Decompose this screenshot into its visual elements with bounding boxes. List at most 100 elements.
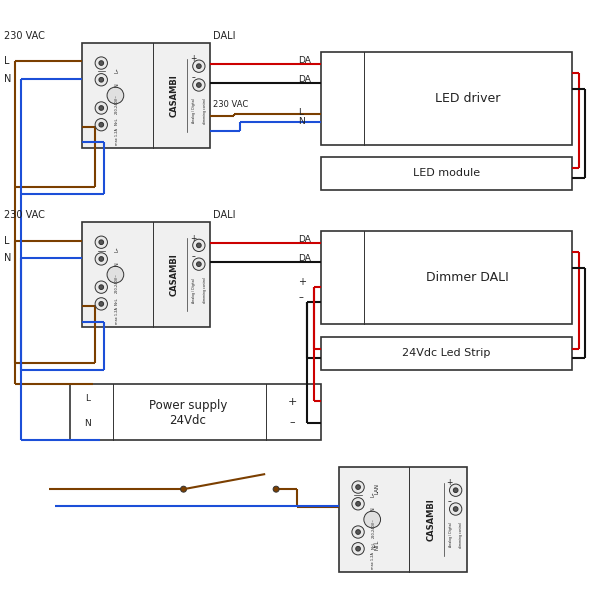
- Text: L⌁: L⌁: [371, 491, 376, 497]
- Text: dimming control: dimming control: [460, 522, 463, 548]
- Text: Analog / Digital: Analog / Digital: [193, 99, 196, 124]
- Circle shape: [193, 239, 205, 251]
- Bar: [339, 467, 467, 572]
- Text: 230 VAC: 230 VAC: [214, 100, 248, 109]
- Circle shape: [197, 262, 201, 266]
- Text: N: N: [4, 74, 12, 84]
- Text: dimming control: dimming control: [203, 277, 206, 303]
- Text: DALI: DALI: [214, 210, 236, 220]
- Text: N: N: [298, 117, 305, 126]
- Circle shape: [99, 61, 104, 65]
- Text: N: N: [114, 262, 119, 266]
- Text: –: –: [298, 292, 303, 302]
- Text: L: L: [4, 56, 10, 67]
- Circle shape: [99, 285, 104, 290]
- Text: L: L: [4, 236, 10, 245]
- Text: –: –: [448, 497, 452, 506]
- Circle shape: [352, 497, 364, 510]
- Circle shape: [193, 79, 205, 91]
- Text: Dimmer DALI: Dimmer DALI: [426, 271, 509, 284]
- Circle shape: [95, 57, 107, 69]
- Text: max 1.2A: max 1.2A: [115, 128, 119, 145]
- Circle shape: [356, 502, 361, 506]
- Circle shape: [454, 488, 458, 493]
- Circle shape: [356, 547, 361, 551]
- Bar: [82, 223, 211, 327]
- Text: max 1.2A: max 1.2A: [371, 552, 376, 569]
- Circle shape: [193, 258, 205, 271]
- Text: +: +: [447, 478, 453, 487]
- Circle shape: [95, 119, 107, 131]
- Circle shape: [95, 236, 107, 248]
- Circle shape: [95, 281, 107, 293]
- Circle shape: [197, 243, 201, 248]
- Text: +: +: [287, 397, 297, 407]
- Text: 24Vdc: 24Vdc: [170, 414, 206, 427]
- Text: +: +: [298, 277, 306, 287]
- Text: DA: DA: [298, 75, 311, 84]
- Circle shape: [107, 87, 124, 104]
- Bar: [321, 337, 572, 370]
- Circle shape: [99, 257, 104, 261]
- Text: dimming control: dimming control: [203, 98, 206, 124]
- Text: –: –: [191, 73, 195, 82]
- Text: DA: DA: [298, 254, 311, 263]
- Circle shape: [364, 511, 380, 528]
- Circle shape: [181, 486, 187, 492]
- Text: L⌁: L⌁: [114, 68, 119, 73]
- Text: 220-240V~: 220-240V~: [115, 273, 119, 293]
- Text: CASAMBI: CASAMBI: [170, 253, 179, 296]
- Text: CASAMBI: CASAMBI: [170, 74, 179, 117]
- Bar: [321, 232, 572, 324]
- Bar: [321, 52, 572, 145]
- Text: DA: DA: [298, 235, 311, 244]
- Circle shape: [454, 506, 458, 511]
- Text: DALI: DALI: [214, 31, 236, 41]
- Bar: [321, 157, 572, 190]
- Circle shape: [107, 266, 124, 283]
- Circle shape: [99, 106, 104, 110]
- Circle shape: [352, 481, 364, 493]
- Circle shape: [99, 122, 104, 127]
- Circle shape: [95, 102, 107, 114]
- Text: 220-240V~: 220-240V~: [115, 94, 119, 114]
- Text: N: N: [4, 253, 12, 263]
- Circle shape: [99, 302, 104, 306]
- Circle shape: [356, 485, 361, 490]
- Circle shape: [99, 77, 104, 82]
- Circle shape: [352, 526, 364, 538]
- Circle shape: [197, 64, 201, 68]
- Text: N⌁L: N⌁L: [115, 297, 119, 305]
- Circle shape: [95, 74, 107, 86]
- Text: N: N: [371, 507, 376, 511]
- Text: Power supply: Power supply: [149, 398, 227, 412]
- Text: –: –: [191, 253, 195, 262]
- Text: N⌁L: N⌁L: [371, 542, 376, 550]
- Circle shape: [449, 484, 462, 496]
- Text: –: –: [289, 417, 295, 427]
- Text: DA: DA: [298, 56, 311, 65]
- Circle shape: [356, 530, 361, 535]
- Circle shape: [95, 298, 107, 310]
- Text: 24Vdc Led Strip: 24Vdc Led Strip: [402, 349, 491, 358]
- Text: NTL: NTL: [375, 539, 380, 550]
- Circle shape: [352, 542, 364, 555]
- Circle shape: [99, 240, 104, 245]
- Text: max 1.2A: max 1.2A: [115, 307, 119, 324]
- Circle shape: [95, 253, 107, 265]
- Text: 230 VAC: 230 VAC: [4, 31, 45, 41]
- Text: L⌁: L⌁: [114, 247, 119, 253]
- Text: 230 VAC: 230 VAC: [4, 210, 45, 220]
- Text: LED driver: LED driver: [435, 92, 500, 105]
- Text: N⌁L: N⌁L: [115, 118, 119, 125]
- Text: LED module: LED module: [413, 168, 480, 178]
- Text: N: N: [84, 419, 91, 428]
- Text: N: N: [114, 83, 119, 87]
- Circle shape: [273, 486, 279, 492]
- Circle shape: [197, 83, 201, 88]
- Text: Analog / Digital: Analog / Digital: [193, 278, 196, 302]
- Text: Analog / Digital: Analog / Digital: [449, 523, 453, 547]
- Bar: [82, 43, 211, 148]
- Text: LAN: LAN: [375, 482, 380, 494]
- Bar: [70, 383, 321, 440]
